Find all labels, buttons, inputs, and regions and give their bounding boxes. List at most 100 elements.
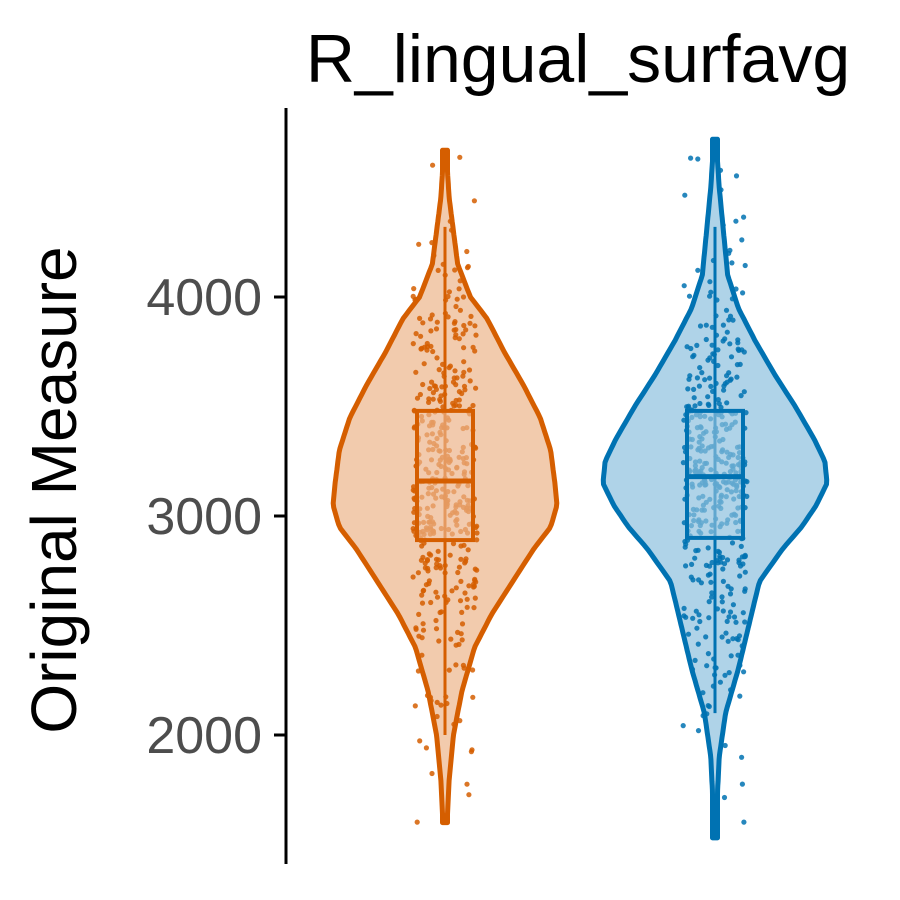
- data-point: [442, 570, 448, 576]
- data-point: [461, 345, 467, 351]
- data-point: [681, 613, 687, 619]
- data-point: [458, 556, 464, 562]
- data-point: [705, 651, 712, 657]
- data-point: [737, 662, 743, 669]
- data-point: [702, 377, 708, 383]
- data-point: [424, 344, 431, 350]
- data-point: [696, 577, 702, 583]
- data-point: [680, 723, 686, 729]
- data-point: [472, 595, 478, 601]
- data-point: [446, 289, 452, 295]
- data-point: [681, 605, 687, 612]
- data-point: [421, 587, 427, 594]
- chart-title: R_lingual_surfavg: [306, 21, 850, 97]
- data-point: [461, 359, 467, 365]
- data-point: [691, 395, 697, 401]
- y-tick-label: 4000: [146, 269, 262, 327]
- data-point: [719, 599, 725, 605]
- data-point: [457, 278, 463, 284]
- data-point: [461, 542, 467, 548]
- data-point: [744, 479, 750, 485]
- data-point: [713, 313, 719, 319]
- data-point: [461, 322, 467, 329]
- data-point: [438, 702, 444, 708]
- data-point: [452, 368, 458, 374]
- data-point: [427, 694, 434, 701]
- data-point: [738, 543, 744, 550]
- data-point: [734, 362, 741, 368]
- data-point: [717, 167, 724, 173]
- y-tick-label: 3000: [146, 488, 262, 546]
- data-point: [446, 365, 452, 371]
- data-point: [460, 331, 466, 337]
- data-point: [707, 355, 713, 361]
- data-point: [718, 187, 724, 193]
- data-point: [447, 552, 453, 558]
- data-point: [474, 530, 480, 536]
- data-point: [682, 192, 688, 198]
- data-point: [457, 598, 464, 604]
- data-point: [682, 538, 688, 545]
- data-point: [720, 322, 727, 328]
- data-point: [433, 626, 440, 632]
- data-point: [713, 380, 719, 386]
- data-point: [681, 283, 687, 289]
- data-point: [727, 247, 733, 253]
- data-point: [733, 218, 739, 224]
- data-point: [708, 289, 714, 295]
- data-point: [719, 634, 725, 640]
- data-point: [419, 592, 425, 598]
- data-point: [446, 667, 452, 673]
- data-point: [473, 332, 479, 338]
- data-point: [710, 683, 717, 689]
- data-point: [442, 562, 448, 569]
- data-point: [722, 742, 728, 749]
- data-point: [691, 386, 697, 392]
- data-point: [441, 370, 447, 376]
- data-point: [715, 397, 721, 403]
- data-point: [690, 577, 696, 583]
- data-point: [460, 294, 467, 300]
- data-point: [418, 333, 424, 339]
- data-point: [682, 544, 688, 550]
- data-point: [420, 320, 426, 326]
- data-point: [727, 313, 734, 319]
- data-point: [458, 578, 464, 585]
- data-point: [706, 599, 712, 605]
- data-point: [436, 367, 442, 373]
- data-point: [434, 713, 440, 720]
- data-point: [735, 337, 741, 343]
- data-point: [411, 484, 417, 490]
- data-point: [697, 323, 704, 329]
- data-point: [742, 588, 748, 594]
- data-point: [420, 627, 427, 633]
- data-point: [709, 559, 715, 566]
- data-point: [697, 365, 703, 371]
- data-point: [720, 338, 726, 344]
- data-point: [453, 642, 459, 648]
- data-point: [694, 625, 700, 631]
- data-point: [450, 400, 456, 406]
- data-point: [465, 263, 471, 270]
- data-point: [445, 314, 451, 320]
- data-point: [456, 336, 462, 342]
- data-point: [416, 241, 422, 247]
- data-point: [462, 387, 468, 393]
- data-point: [739, 643, 745, 649]
- data-point: [735, 652, 741, 658]
- data-point: [721, 387, 727, 393]
- data-point: [712, 665, 718, 671]
- data-point: [696, 383, 703, 389]
- data-point: [425, 568, 431, 574]
- data-point: [463, 556, 469, 562]
- data-point: [733, 619, 739, 625]
- data-point: [709, 324, 715, 330]
- data-point: [474, 567, 480, 573]
- data-point: [417, 315, 423, 321]
- data-point: [442, 310, 448, 316]
- data-point: [464, 248, 470, 255]
- data-point: [696, 612, 702, 618]
- data-point: [707, 375, 713, 381]
- data-point: [451, 327, 457, 333]
- data-point: [459, 621, 466, 627]
